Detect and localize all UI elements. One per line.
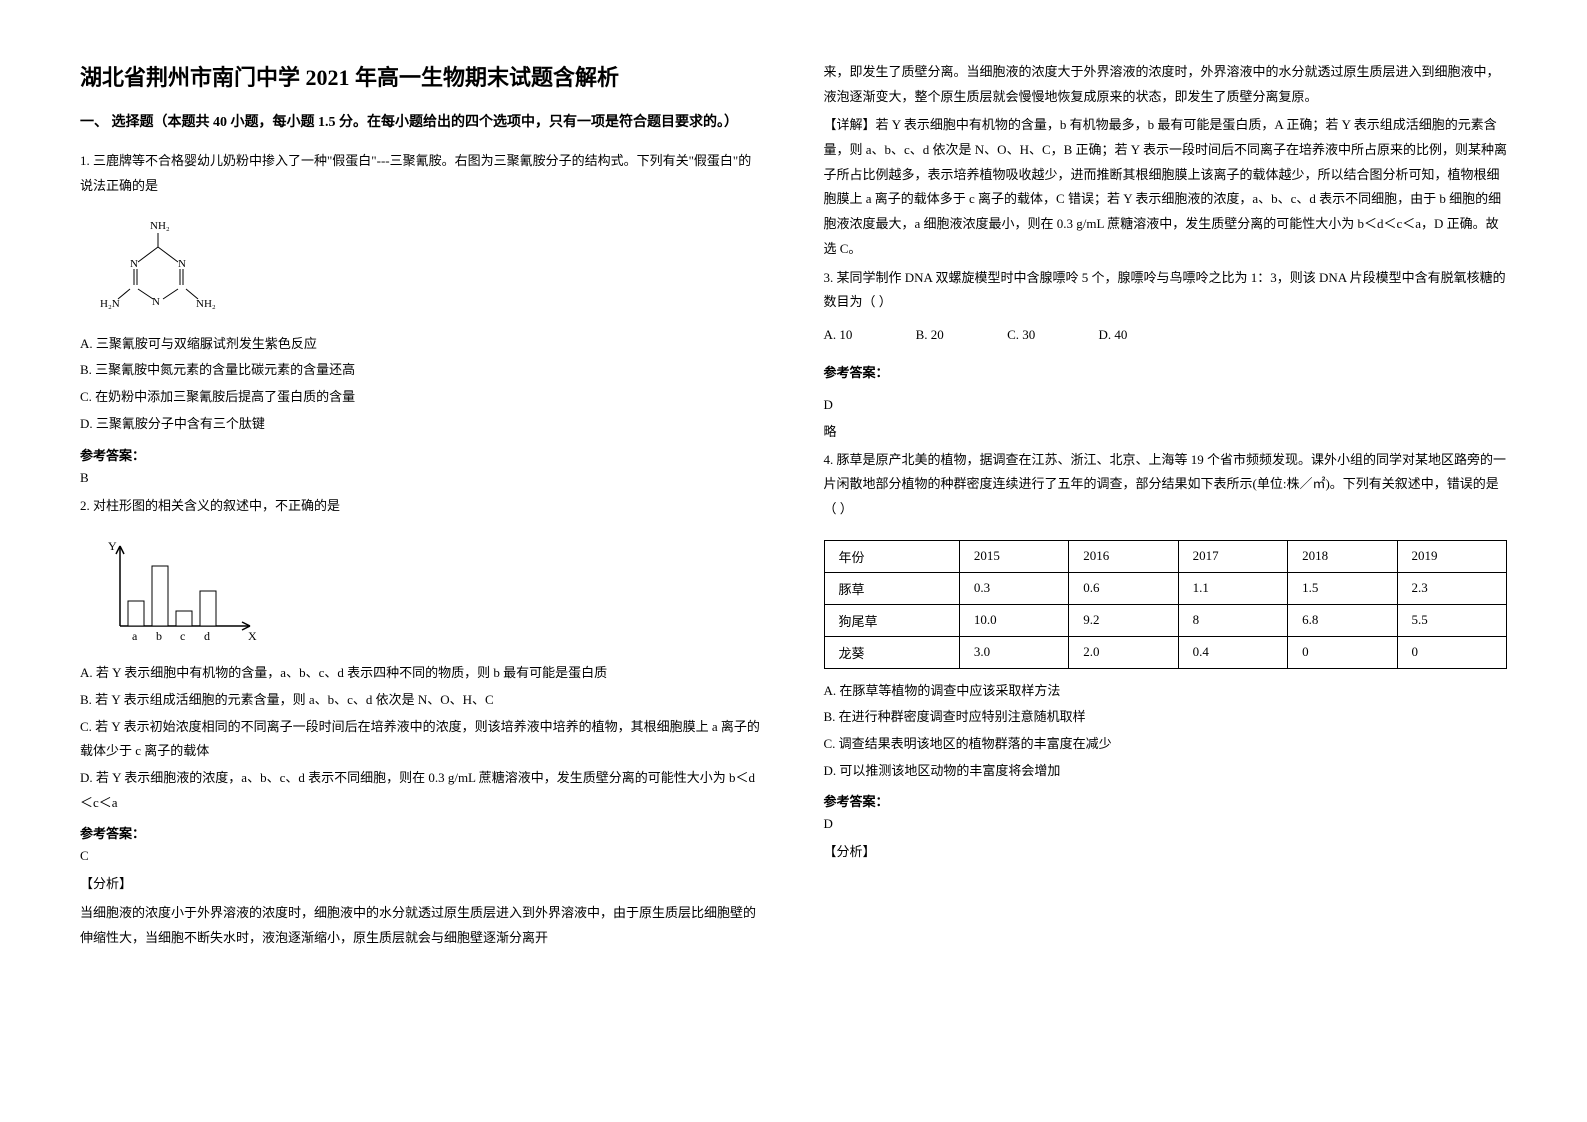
table-cell: 0.4 <box>1178 636 1287 668</box>
q3-option-a: A. 10 <box>824 323 853 348</box>
table-cell: 3.0 <box>959 636 1068 668</box>
chart-bar-a <box>128 601 144 626</box>
table-row: 狗尾草 10.0 9.2 8 6.8 5.5 <box>824 604 1507 636</box>
chart-y-axis: Y <box>108 539 117 553</box>
chem-label-nh2: NH₂ <box>196 298 216 310</box>
chart-label-a: a <box>132 629 138 643</box>
detail-text: 【详解】若 Y 表示细胞中有机物的含量，b 有机物最多，b 最有可能是蛋白质，A… <box>824 113 1508 261</box>
q1-answer: B <box>80 470 764 486</box>
q3-option-c: C. 30 <box>1007 323 1035 348</box>
table-cell: 0.6 <box>1069 572 1178 604</box>
table-cell: 10.0 <box>959 604 1068 636</box>
q1-option-a: A. 三聚氰胺可与双缩脲试剂发生紫色反应 <box>80 332 764 357</box>
q3-answer-label: 参考答案： <box>824 362 1508 381</box>
q4-analysis-label: 【分析】 <box>824 840 1508 865</box>
table-cell: 9.2 <box>1069 604 1178 636</box>
table-cell: 狗尾草 <box>824 604 959 636</box>
table-cell: 豚草 <box>824 572 959 604</box>
q1-answer-label: 参考答案： <box>80 445 764 464</box>
table-cell: 0 <box>1397 636 1506 668</box>
chart-label-b: b <box>156 629 162 643</box>
data-table: 年份 2015 2016 2017 2018 2019 豚草 0.3 0.6 1… <box>824 540 1508 669</box>
col2-continuation: 来，即发生了质壁分离。当细胞液的浓度大于外界溶液的浓度时，外界溶液中的水分就透过… <box>824 60 1508 109</box>
q1-option-c: C. 在奶粉中添加三聚氰胺后提高了蛋白质的含量 <box>80 385 764 410</box>
table-row: 龙葵 3.0 2.0 0.4 0 0 <box>824 636 1507 668</box>
chart-label-c: c <box>180 629 185 643</box>
q3-answer: D <box>824 397 1508 413</box>
q4-option-a: A. 在豚草等植物的调查中应该采取样方法 <box>824 679 1508 704</box>
table-cell: 0 <box>1288 636 1397 668</box>
chart-label-d: d <box>204 629 210 643</box>
table-cell: 8 <box>1178 604 1287 636</box>
chem-label-n: N <box>178 258 186 270</box>
table-cell: 1.1 <box>1178 572 1287 604</box>
q4-option-b: B. 在进行种群密度调查时应特别注意随机取样 <box>824 705 1508 730</box>
chart-bar-b <box>152 566 168 626</box>
chem-label-nh2-top: NH₂ <box>150 220 170 232</box>
document-title: 湖北省荆州市南门中学 2021 年高一生物期末试题含解析 <box>80 60 764 92</box>
table-row: 豚草 0.3 0.6 1.1 1.5 2.3 <box>824 572 1507 604</box>
chem-label-n: N <box>152 296 160 308</box>
q1-option-b: B. 三聚氰胺中氮元素的含量比碳元素的含量还高 <box>80 358 764 383</box>
q2-option-b: B. 若 Y 表示组成活细胞的元素含量，则 a、b、c、d 依次是 N、O、H、… <box>80 688 764 713</box>
detail-label: 【详解】 <box>824 117 876 132</box>
q1-text: 1. 三鹿牌等不合格婴幼儿奶粉中掺入了一种"假蛋白"---三聚氰胺。右图为三聚氰… <box>80 149 764 198</box>
q3-options: A. 10 B. 20 C. 30 D. 40 <box>824 323 1508 348</box>
q2-option-d: D. 若 Y 表示细胞液的浓度，a、b、c、d 表示不同细胞，则在 0.3 g/… <box>80 766 764 815</box>
table-header-cell: 2018 <box>1288 540 1397 572</box>
chemical-structure: NH₂ N N N H₂N NH₂ <box>100 217 764 322</box>
chem-label-n: N <box>130 258 138 270</box>
table-cell: 6.8 <box>1288 604 1397 636</box>
section-header: 一、 选择题（本题共 40 小题，每小题 1.5 分。在每小题给出的四个选项中，… <box>80 112 764 134</box>
right-column: 来，即发生了质壁分离。当细胞液的浓度大于外界溶液的浓度时，外界溶液中的水分就透过… <box>824 60 1508 1062</box>
chart-x-axis: X <box>248 629 257 643</box>
q2-option-a: A. 若 Y 表示细胞中有机物的含量，a、b、c、d 表示四种不同的物质，则 b… <box>80 661 764 686</box>
q4-option-d: D. 可以推测该地区动物的丰富度将会增加 <box>824 759 1508 784</box>
q2-answer: C <box>80 848 764 864</box>
table-cell: 5.5 <box>1397 604 1506 636</box>
q2-analysis-label: 【分析】 <box>80 872 764 897</box>
table-header-cell: 2017 <box>1178 540 1287 572</box>
q4-answer-label: 参考答案： <box>824 791 1508 810</box>
table-header-cell: 年份 <box>824 540 959 572</box>
chart-bar-c <box>176 611 192 626</box>
q2-answer-label: 参考答案： <box>80 823 764 842</box>
table-cell: 2.3 <box>1397 572 1506 604</box>
table-cell: 1.5 <box>1288 572 1397 604</box>
table-header-row: 年份 2015 2016 2017 2018 2019 <box>824 540 1507 572</box>
table-cell: 2.0 <box>1069 636 1178 668</box>
q4-option-c: C. 调查结果表明该地区的植物群落的丰富度在减少 <box>824 732 1508 757</box>
q2-analysis: 当细胞液的浓度小于外界溶液的浓度时，细胞液中的水分就透过原生质层进入到外界溶液中… <box>80 901 764 950</box>
table-header-cell: 2015 <box>959 540 1068 572</box>
q4-answer: D <box>824 816 1508 832</box>
q3-option-b: B. 20 <box>916 323 944 348</box>
q4-text: 4. 豚草是原产北美的植物，据调查在江苏、浙江、北京、上海等 19 个省市频频发… <box>824 448 1508 522</box>
table-cell: 0.3 <box>959 572 1068 604</box>
detail-content: 若 Y 表示细胞中有机物的含量，b 有机物最多，b 最有可能是蛋白质，A 正确；… <box>824 117 1507 255</box>
q2-option-c: C. 若 Y 表示初始浓度相同的不同离子一段时间后在培养液中的浓度，则该培养液中… <box>80 715 764 764</box>
left-column: 湖北省荆州市南门中学 2021 年高一生物期末试题含解析 一、 选择题（本题共 … <box>80 60 764 1062</box>
q3-text: 3. 某同学制作 DNA 双螺旋模型时中含腺嘌呤 5 个，腺嘌呤与鸟嘌呤之比为 … <box>824 266 1508 315</box>
chart-bar-d <box>200 591 216 626</box>
q3-option-d: D. 40 <box>1098 323 1127 348</box>
chem-label-h2n: H₂N <box>100 298 120 310</box>
q2-text: 2. 对柱形图的相关含义的叙述中，不正确的是 <box>80 494 764 519</box>
q3-note: 略 <box>824 421 1508 440</box>
table-header-cell: 2016 <box>1069 540 1178 572</box>
bar-chart: Y X a b c d <box>100 536 764 651</box>
table-header-cell: 2019 <box>1397 540 1506 572</box>
table-cell: 龙葵 <box>824 636 959 668</box>
q1-option-d: D. 三聚氰胺分子中含有三个肽键 <box>80 412 764 437</box>
